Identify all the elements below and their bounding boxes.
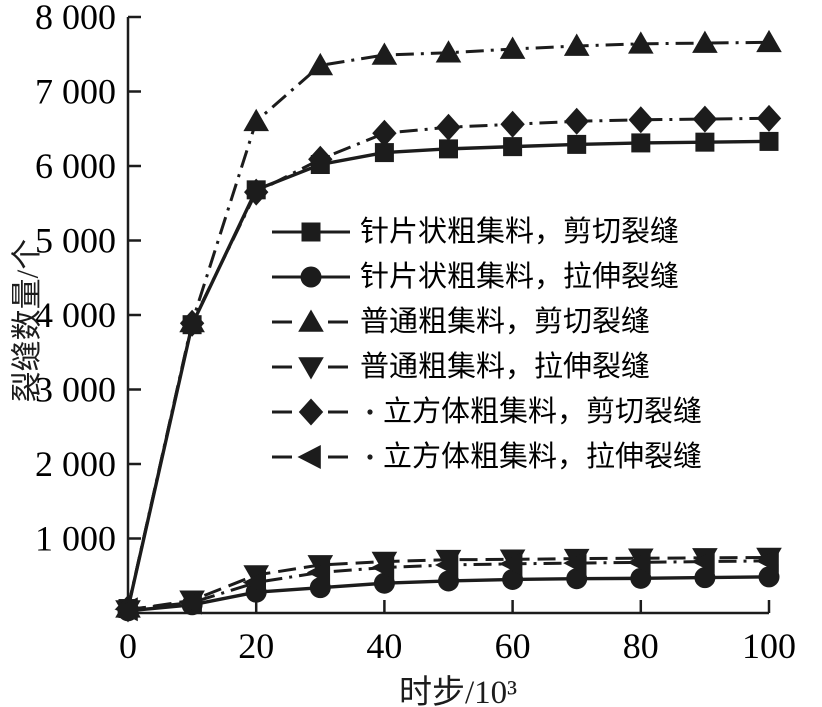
series-0-marker bbox=[759, 131, 779, 151]
legend-dashdot-dot bbox=[367, 409, 373, 415]
series-1-marker bbox=[438, 570, 459, 592]
series-4-marker bbox=[692, 105, 718, 133]
series-1-marker bbox=[566, 568, 588, 590]
series-1-marker bbox=[630, 567, 652, 589]
x-axis-label: 时步/10³ bbox=[398, 675, 518, 707]
y-tick-label: 7 000 bbox=[35, 72, 116, 112]
series-2-marker bbox=[371, 42, 398, 65]
legend-marker-circle bbox=[300, 266, 322, 288]
series-2-marker bbox=[499, 36, 526, 59]
series-0-marker bbox=[695, 132, 715, 152]
series-4-marker bbox=[308, 145, 333, 173]
series-5-marker bbox=[178, 590, 202, 615]
legend-label-5: 立方体粗集料，拉伸裂缝 bbox=[383, 440, 702, 473]
y-tick-label: 8 000 bbox=[35, 0, 116, 37]
x-tick-label: 100 bbox=[742, 626, 796, 666]
x-tick-label: 40 bbox=[366, 626, 402, 666]
series-5-marker bbox=[242, 570, 266, 595]
series-4-marker bbox=[564, 107, 589, 135]
series-0-marker bbox=[567, 134, 587, 154]
series-4-marker bbox=[500, 110, 525, 138]
legend-marker-triangle-up bbox=[298, 309, 324, 332]
y-tick-label: 2 000 bbox=[35, 444, 116, 484]
series-5-marker bbox=[306, 560, 331, 585]
x-tick-label: 60 bbox=[495, 626, 531, 666]
series-2-marker bbox=[563, 33, 590, 56]
series-4-marker bbox=[628, 106, 653, 134]
series-5-marker bbox=[691, 549, 715, 574]
legend-marker-square bbox=[301, 222, 321, 242]
series-5-marker bbox=[755, 548, 779, 573]
series-4-marker bbox=[436, 113, 461, 141]
y-tick-label: 5 000 bbox=[35, 221, 116, 261]
series-2-marker bbox=[435, 40, 462, 63]
x-tick-label: 20 bbox=[238, 626, 274, 666]
series-1-marker bbox=[758, 566, 780, 588]
legend-marker-diamond bbox=[298, 398, 324, 426]
series-5-marker bbox=[370, 555, 395, 580]
series-5-marker bbox=[499, 551, 523, 576]
legend-label-3: 普通粗集料，拉伸裂缝 bbox=[360, 350, 650, 383]
series-1-marker bbox=[694, 567, 716, 589]
series-0-marker bbox=[374, 143, 394, 163]
legend-marker-triangle-left bbox=[297, 445, 321, 469]
series-5-marker bbox=[435, 552, 459, 577]
legend-label-1: 针片状粗集料，拉伸裂缝 bbox=[360, 260, 679, 293]
series-1-marker bbox=[373, 572, 395, 594]
legend-marker-triangle-down bbox=[298, 357, 324, 380]
series-0-marker bbox=[439, 139, 458, 159]
series-5-marker bbox=[627, 550, 651, 575]
series-1-marker bbox=[309, 577, 331, 599]
series-0-marker bbox=[503, 137, 523, 157]
y-axis-label: 裂缝数量/个 bbox=[9, 238, 45, 403]
legend-dashdot-dot bbox=[367, 454, 373, 460]
y-tick-label: 6 000 bbox=[35, 146, 116, 186]
series-2-marker bbox=[307, 52, 334, 76]
series-2-marker bbox=[756, 29, 782, 53]
series-2-marker bbox=[692, 30, 718, 53]
y-tick-label: 3 000 bbox=[35, 370, 116, 410]
series-2-marker bbox=[628, 31, 654, 54]
series-4-marker bbox=[179, 309, 205, 337]
series-5-marker bbox=[114, 597, 138, 622]
series-4-marker bbox=[756, 104, 782, 132]
legend-label-0: 针片状粗集料，剪切裂缝 bbox=[360, 215, 679, 248]
series-4-marker bbox=[244, 178, 269, 206]
series-5-marker bbox=[563, 551, 587, 576]
series-4-marker bbox=[372, 119, 397, 147]
series-2-marker bbox=[243, 108, 269, 132]
series-0-marker bbox=[631, 133, 651, 153]
legend-label-4: 立方体粗集料，剪切裂缝 bbox=[383, 395, 702, 428]
x-tick-label: 0 bbox=[119, 626, 137, 666]
y-tick-label: 4 000 bbox=[35, 295, 116, 335]
legend-label-2: 普通粗集料，剪切裂缝 bbox=[360, 305, 650, 338]
y-tick-label: 1 000 bbox=[35, 519, 116, 559]
x-tick-label: 80 bbox=[623, 626, 659, 666]
series-1-marker bbox=[502, 568, 524, 590]
